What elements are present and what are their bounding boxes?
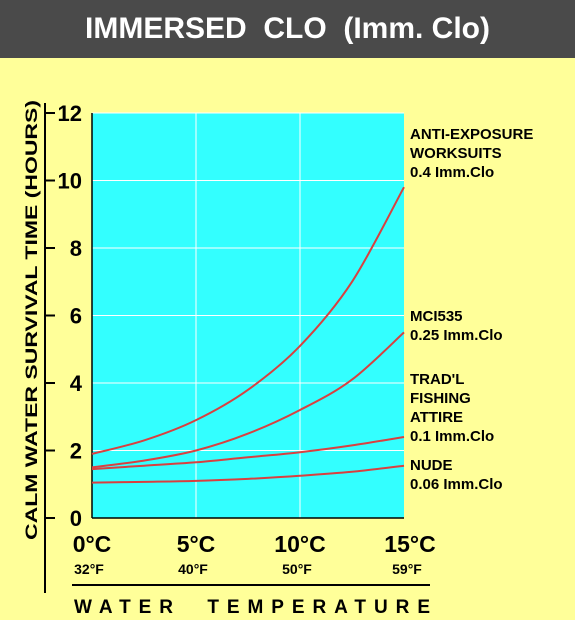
- y-tick-label: 2: [70, 439, 82, 464]
- series-layer: [91, 186, 405, 484]
- series-label-2: ATTIRE: [410, 409, 463, 426]
- title-bar: IMMERSED CLO (Imm. Clo): [0, 0, 575, 58]
- x-tick-sublabel: 59°F: [392, 561, 422, 577]
- y-tick-label: 12: [58, 101, 82, 126]
- x-tick-label: 15°C: [384, 531, 435, 557]
- y-tick-label: 6: [70, 304, 82, 329]
- y-tick-layer: 0 2 4 6 8 10 12: [45, 101, 83, 531]
- x-tick-label: 5°C: [177, 531, 216, 557]
- series-label-2: TRAD'L: [410, 371, 464, 388]
- series-label-3: NUDE: [410, 457, 453, 474]
- y-tick-label: 10: [58, 169, 82, 194]
- series-line-2: [91, 436, 405, 471]
- x-tick-sublabel: 50°F: [282, 561, 312, 577]
- x-tick-layer: 0°C 32°F 5°C 40°F 10°C 50°F 15°C 59°F: [73, 531, 436, 577]
- chart-title: IMMERSED CLO (Imm. Clo): [85, 12, 490, 45]
- series-line-0: [91, 186, 405, 455]
- series-label-2: FISHING: [410, 390, 471, 407]
- series-line-3: [91, 464, 405, 484]
- series-label-layer: ANTI-EXPOSURE WORKSUITS 0.4 Imm.Clo MCI535 0…: [410, 126, 533, 493]
- series-label-2: 0.1 Imm.Clo: [410, 428, 494, 445]
- x-tick-label: 0°C: [73, 531, 112, 557]
- x-tick-sublabel: 32°F: [74, 561, 104, 577]
- y-tick-label: 4: [70, 371, 83, 396]
- series-label-0: WORKSUITS: [410, 145, 502, 162]
- series-line-1: [91, 331, 405, 469]
- x-tick-label: 10°C: [274, 531, 325, 557]
- x-tick-sublabel: 40°F: [178, 561, 208, 577]
- series-label-0: 0.4 Imm.Clo: [410, 164, 494, 181]
- y-tick-label: 8: [70, 236, 82, 261]
- series-label-1: MCI535: [410, 308, 463, 325]
- y-tick-label: 0: [70, 506, 82, 531]
- x-axis-label: WATER TEMPERATURE: [74, 597, 430, 618]
- series-label-0: ANTI-EXPOSURE: [410, 126, 533, 143]
- series-label-3: 0.06 Imm.Clo: [410, 476, 503, 493]
- series-label-1: 0.25 Imm.Clo: [410, 327, 503, 344]
- y-axis-label: CALM WATER SURVIVAL TIME (HOURS): [22, 100, 41, 540]
